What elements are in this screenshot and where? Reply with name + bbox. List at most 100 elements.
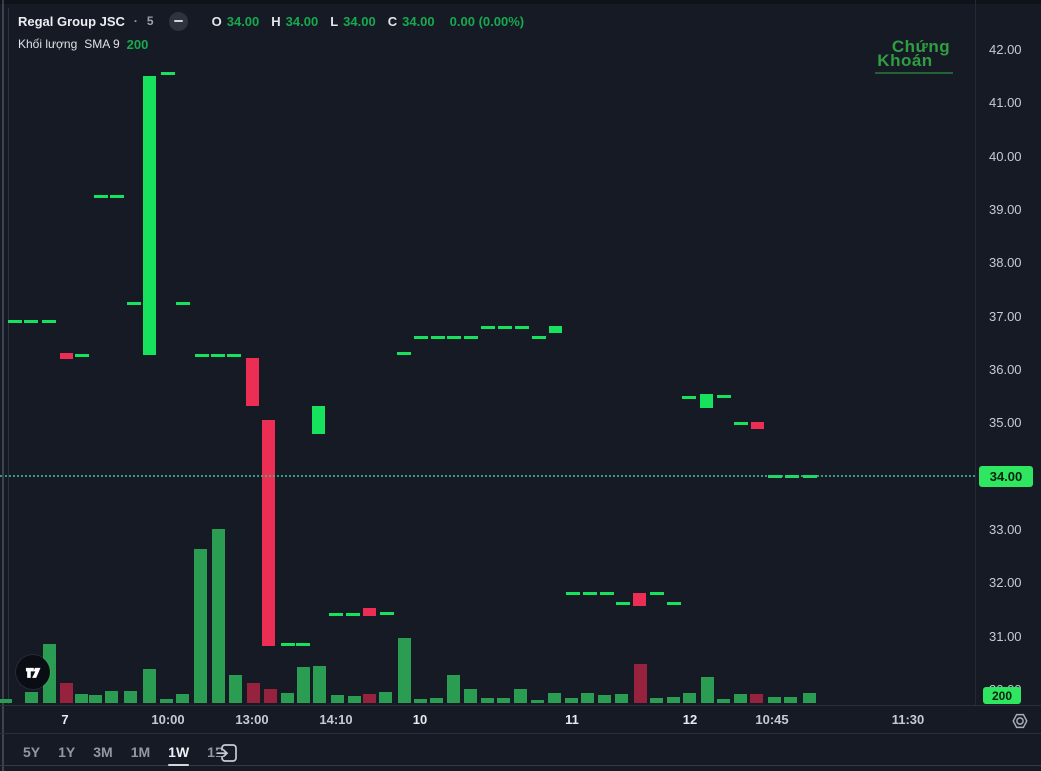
volume-bar [281, 693, 294, 703]
doji-candle [296, 643, 310, 647]
candle-down [262, 420, 275, 647]
indicator-name[interactable]: Khối lượng [18, 37, 78, 51]
chart-left-guide [8, 8, 9, 704]
left-edge-line [2, 0, 4, 771]
doji-candle [329, 612, 343, 616]
price-tick: 40.00 [989, 148, 1022, 164]
doji-candle [414, 336, 428, 340]
doji-candle [498, 325, 512, 329]
volume-bar [565, 698, 578, 703]
doji-candle [734, 421, 748, 425]
volume-bar [581, 693, 594, 703]
volume-bar [89, 695, 102, 703]
range-3m[interactable]: 3M [86, 741, 119, 763]
volume-bar [803, 693, 816, 703]
volume-bar [348, 696, 361, 703]
price-tick: 33.00 [989, 521, 1022, 537]
symbol-name[interactable]: Regal Group JSC [18, 13, 125, 29]
legend-row-indicator: Khối lượng SMA 9 200 [18, 34, 524, 54]
volume-bar [25, 692, 38, 703]
volume-bar [464, 689, 477, 703]
range-1m[interactable]: 1M [124, 741, 157, 763]
volume-bar [363, 694, 376, 703]
indicator-param: SMA 9 [84, 37, 120, 51]
ohlc-values: O 34.00 H 34.00 L 34.00 C 34.00 [205, 14, 435, 29]
time-axis[interactable]: 7 10:00 13:00 14:10 10 11 12 10:45 11:30 [0, 705, 1041, 734]
doji-candle [650, 591, 664, 595]
volume-bar [331, 695, 344, 703]
low-label: L [330, 13, 339, 29]
go-to-date-button[interactable] [214, 740, 240, 769]
doji-candle [447, 336, 461, 340]
price-tick: 41.00 [989, 95, 1022, 111]
time-tick: 11:30 [891, 712, 925, 727]
doji-candle [211, 353, 225, 357]
doji-candle [94, 195, 108, 199]
doji-candle [24, 320, 38, 324]
candle-down [246, 358, 259, 407]
volume-bar [313, 666, 326, 703]
range-buttons: 5Y1Y3M1M1W1D [16, 741, 232, 766]
volume-bar [447, 675, 460, 703]
doji-candle [515, 325, 529, 329]
time-tick: 14:10 [319, 712, 353, 727]
time-tick: 13:00 [235, 712, 269, 727]
change-value: 0.00 (0.00%) [449, 13, 525, 29]
doji-candle [682, 395, 696, 399]
volume-bar [717, 699, 730, 703]
minus-icon [173, 20, 183, 22]
gear-icon[interactable] [1009, 710, 1031, 737]
doji-candle [75, 353, 89, 357]
price-tick: 36.00 [989, 361, 1022, 377]
time-tick: 11 [565, 712, 579, 727]
watermark-line1: Chứng [891, 37, 951, 56]
volume-bar [531, 700, 544, 703]
doji-candle [127, 301, 141, 305]
volume-bar [297, 667, 310, 703]
range-5y[interactable]: 5Y [16, 741, 47, 763]
range-1w[interactable]: 1W [161, 741, 196, 766]
hide-series-button[interactable] [168, 11, 188, 31]
doji-candle [464, 336, 478, 340]
open-value: 34.00 [226, 13, 260, 29]
high-value: 34.00 [285, 13, 319, 29]
range-1y[interactable]: 1Y [51, 741, 82, 763]
doji-candle [8, 320, 22, 324]
candle-down [363, 608, 376, 617]
volume-bar [105, 691, 118, 703]
tradingview-logo[interactable] [16, 655, 50, 689]
price-tick: 35.00 [989, 415, 1022, 431]
volume-bar [264, 689, 277, 703]
volume-bar [615, 694, 628, 703]
doji-candle [717, 394, 731, 398]
volume-bar [634, 664, 647, 703]
last-price-line [0, 475, 975, 477]
tradingview-logo-glyph [25, 667, 41, 678]
price-tick: 38.00 [989, 255, 1022, 271]
volume-bar [398, 638, 411, 703]
legend-row-main: Regal Group JSC · 5 O 34.00 H 34.00 L 34… [18, 10, 524, 32]
volume-bar [497, 698, 510, 703]
volume-bar [701, 677, 714, 703]
volume-bar [667, 697, 680, 703]
price-tick: 37.00 [989, 308, 1022, 324]
bottom-hairline [0, 765, 1041, 766]
volume-bar [481, 698, 494, 703]
price-axis[interactable]: 42.00 41.00 40.00 39.00 38.00 37.00 36.00 35.00… [975, 0, 1041, 705]
time-tick: 7 [61, 712, 69, 727]
time-tick: 10:00 [151, 712, 185, 727]
doji-candle [195, 353, 209, 357]
candle-down [633, 593, 646, 606]
chart-canvas[interactable] [0, 0, 975, 705]
volume-bar [0, 699, 12, 703]
volume-bar [75, 694, 88, 703]
volume-bar [784, 697, 797, 703]
doji-candle [161, 72, 175, 76]
interval-label[interactable]: 5 [146, 14, 154, 28]
doji-candle [110, 195, 124, 199]
doji-candle [227, 353, 241, 357]
candle-up [549, 326, 562, 333]
broker-watermark: Chứng Khoán [862, 38, 966, 74]
high-label: H [271, 13, 281, 29]
